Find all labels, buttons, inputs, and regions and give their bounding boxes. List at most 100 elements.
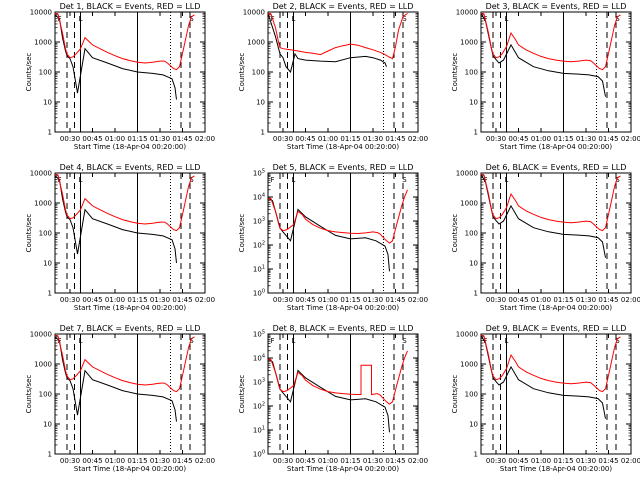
time-marker-label: L — [292, 176, 296, 184]
x-tick-label: 01:00 — [105, 296, 125, 304]
x-tick-label: 02:00 — [408, 296, 428, 304]
y-tick-label: 103 — [253, 378, 265, 387]
x-tick-label: 00:45 — [82, 135, 102, 143]
time-marker-label: S — [615, 337, 620, 345]
series-line-lld — [55, 173, 195, 232]
y-tick-label: 100 — [465, 69, 478, 77]
x-tick-label: 01:30 — [576, 296, 596, 304]
chart-title: Det 5, BLACK = Events, RED = LLD — [273, 163, 414, 172]
x-tick-label: 01:45 — [598, 457, 618, 465]
series-line-events — [268, 197, 390, 272]
y-tick-label: 10000 — [456, 331, 478, 339]
series-line-lld — [55, 12, 195, 71]
x-tick-label: 01:30 — [150, 296, 170, 304]
plot-frame — [54, 172, 206, 294]
y-tick-label: 1 — [474, 129, 478, 137]
y-tick-label: 100 — [252, 69, 265, 77]
y-tick-label: 10 — [469, 99, 478, 107]
chart-title: Det 4, BLACK = Events, RED = LLD — [60, 163, 201, 172]
x-tick-label: 02:00 — [195, 457, 215, 465]
y-axis-label: Counts/sec — [451, 53, 459, 92]
x-tick-label: 02:00 — [195, 296, 215, 304]
x-tick-label: 01:00 — [105, 457, 125, 465]
x-axis-label: Start Time (18-Apr-04 00:20:00) — [500, 465, 612, 473]
series-line-events — [268, 13, 387, 74]
chart-title: Det 1, BLACK = Events, RED = LLD — [60, 2, 201, 11]
y-tick-label: 10 — [256, 99, 265, 107]
series-line-lld — [268, 189, 408, 244]
y-tick-label: 100 — [253, 450, 265, 459]
x-tick-label: 02:00 — [408, 457, 428, 465]
time-marker-label: S — [189, 176, 194, 184]
plot-frame — [267, 333, 419, 455]
chart-panel-4: Det 4, BLACK = Events, RED = LLD 1 10 100 10… — [25, 163, 215, 312]
time-marker-label: L — [505, 15, 509, 23]
y-axis-label: Counts/sec — [238, 53, 246, 92]
x-tick-label: 00:45 — [508, 296, 528, 304]
x-tick-label: 02:00 — [621, 457, 640, 465]
x-tick-label: 01:30 — [150, 135, 170, 143]
series-line-events — [481, 13, 606, 97]
y-tick-label: 100 — [253, 289, 265, 298]
time-marker-label: S — [402, 176, 407, 184]
x-tick-label: 01:00 — [318, 296, 338, 304]
time-marker-label: F — [270, 337, 274, 345]
x-tick-label: 01:45 — [385, 457, 405, 465]
x-tick-label: 01:30 — [150, 457, 170, 465]
y-tick-label: 1 — [474, 451, 478, 459]
y-tick-label: 1000 — [34, 200, 52, 208]
x-tick-label: 01:15 — [340, 135, 360, 143]
y-tick-label: 102 — [253, 402, 265, 411]
series-line-events — [55, 175, 177, 264]
chart-panel-8: Det 8, BLACK = Events, RED = LLD 100 101 10… — [238, 324, 428, 473]
x-tick-label: 00:30 — [273, 296, 293, 304]
x-axis-label: Start Time (18-Apr-04 00:20:00) — [287, 465, 399, 473]
plot-frame — [54, 11, 206, 133]
x-tick-label: 00:30 — [273, 457, 293, 465]
time-marker-label: L — [292, 15, 296, 23]
x-tick-label: 00:30 — [486, 457, 506, 465]
y-axis-label: Counts/sec — [25, 53, 33, 92]
x-tick-label: 01:15 — [553, 296, 573, 304]
chart-title: Det 3, BLACK = Events, RED = LLD — [486, 2, 627, 11]
series-line-lld — [55, 334, 195, 393]
x-tick-label: 01:45 — [172, 135, 192, 143]
y-tick-label: 1 — [48, 129, 52, 137]
y-tick-label: 10 — [469, 260, 478, 268]
y-tick-label: 100 — [39, 230, 52, 238]
chart-panel-1: Det 1, BLACK = Events, RED = LLD 1 10 100 10… — [25, 2, 215, 151]
x-axis-label: Start Time (18-Apr-04 00:20:00) — [287, 143, 399, 151]
y-tick-label: 105 — [253, 330, 265, 339]
x-tick-label: 01:30 — [363, 457, 383, 465]
y-axis-label: Counts/sec — [25, 375, 33, 414]
y-tick-label: 1000 — [34, 39, 52, 47]
time-marker-label: L — [292, 337, 296, 345]
x-tick-label: 00:45 — [295, 135, 315, 143]
y-tick-label: 10 — [43, 99, 52, 107]
y-tick-label: 100 — [39, 69, 52, 77]
y-tick-label: 104 — [253, 193, 265, 202]
x-tick-label: 01:45 — [385, 296, 405, 304]
series-line-lld — [481, 12, 621, 71]
x-tick-label: 00:30 — [486, 296, 506, 304]
series-line-lld — [268, 12, 408, 60]
y-axis-label: Counts/sec — [25, 214, 33, 253]
y-axis-label: Counts/sec — [238, 375, 246, 414]
y-axis-label: Counts/sec — [238, 214, 246, 253]
y-tick-label: 1000 — [460, 361, 478, 369]
y-axis-label: Counts/sec — [451, 214, 459, 253]
x-tick-label: 00:45 — [508, 135, 528, 143]
time-marker-label: S — [402, 15, 407, 23]
y-tick-label: 10000 — [243, 9, 265, 17]
time-marker-label: L — [505, 176, 509, 184]
x-tick-label: 01:00 — [531, 135, 551, 143]
x-tick-label: 01:00 — [318, 457, 338, 465]
chart-title: Det 8, BLACK = Events, RED = LLD — [273, 324, 414, 333]
series-line-lld — [481, 173, 621, 232]
x-tick-label: 01:30 — [576, 135, 596, 143]
x-tick-label: 01:45 — [172, 457, 192, 465]
chart-title: Det 6, BLACK = Events, RED = LLD — [486, 163, 627, 172]
y-tick-label: 101 — [253, 426, 265, 435]
y-tick-label: 1000 — [34, 361, 52, 369]
